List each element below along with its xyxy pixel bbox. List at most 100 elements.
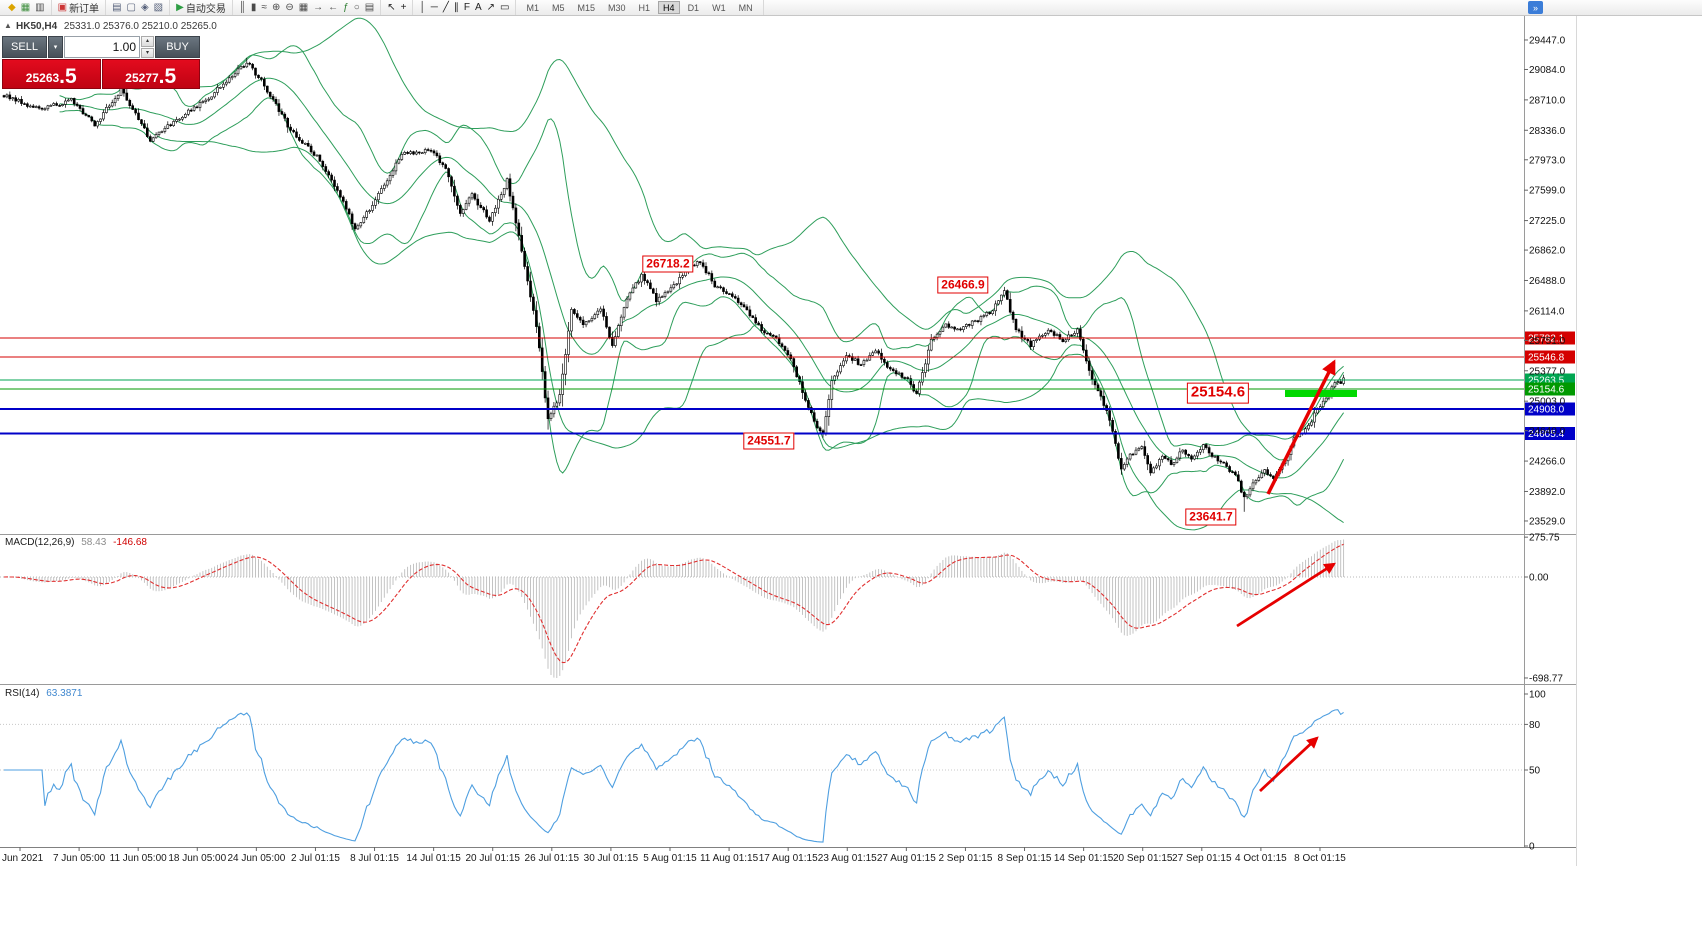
profiles-button[interactable]: ▥ bbox=[33, 1, 46, 15]
buy-price-main: 25277 bbox=[125, 71, 159, 86]
shapes-button[interactable]: ▭ bbox=[498, 1, 511, 15]
new-chart-icon: ▦ bbox=[20, 1, 31, 13]
profiles-icon: ▥ bbox=[35, 1, 45, 13]
timeframe-mn[interactable]: MN bbox=[738, 3, 753, 13]
text-icon: A bbox=[474, 1, 482, 13]
fibonacci-button[interactable]: F bbox=[462, 1, 472, 15]
periods-button[interactable]: ○ bbox=[352, 1, 362, 15]
toolbar-group: ▣ 新订单 bbox=[52, 0, 107, 16]
svg-text:27 Sep 01:15: 27 Sep 01:15 bbox=[1172, 853, 1232, 864]
auto-scroll-button[interactable]: → bbox=[311, 1, 325, 15]
timeframe-d1[interactable]: D1 bbox=[687, 3, 700, 13]
svg-text:0: 0 bbox=[1529, 842, 1535, 853]
vertical-line-button[interactable]: │ bbox=[417, 1, 427, 15]
sell-price-button[interactable]: 25263.5 bbox=[2, 59, 101, 89]
auto-trading-icon: ▶ bbox=[176, 1, 184, 13]
candlestick-chart-button[interactable]: ▮ bbox=[249, 1, 259, 15]
chart-title: HK50,H4 25331.0 25376.0 25210.0 25265.0 bbox=[16, 21, 217, 32]
volume-decrease-button[interactable]: ▾ bbox=[141, 47, 154, 58]
axis-price-tag bbox=[1525, 402, 1575, 416]
terminal-button[interactable]: ▧ bbox=[152, 1, 165, 15]
horizontal-line-icon: ─ bbox=[430, 1, 438, 13]
sell-button[interactable]: SELL bbox=[2, 36, 47, 58]
navigator-button[interactable]: ◈ bbox=[139, 1, 151, 15]
macd-signal-line bbox=[3, 543, 1344, 664]
zoom-in-button[interactable]: ⊕ bbox=[270, 1, 282, 15]
timeframe-h4[interactable]: H4 bbox=[658, 1, 680, 14]
svg-text:24640.0: 24640.0 bbox=[1529, 426, 1566, 437]
zoom-in-icon: ⊕ bbox=[271, 1, 281, 13]
bar-chart-button[interactable]: ║ bbox=[237, 1, 248, 15]
price-axis-labels: 29447.0 29084.0 28710.0 28336.0 27973.0 27599… bbox=[1524, 35, 1566, 527]
timeframe-m1[interactable]: M1 bbox=[526, 3, 539, 13]
timeframe-m5[interactable]: M5 bbox=[551, 3, 565, 13]
equidistant-channel-button[interactable]: ∥ bbox=[452, 1, 461, 15]
price-annotation-label: 24551.7 bbox=[743, 432, 795, 450]
cursor-button[interactable]: ↖ bbox=[385, 1, 397, 15]
svg-text:24 Jun 05:00: 24 Jun 05:00 bbox=[227, 853, 285, 864]
one-click-collapse-icon[interactable]: ▲ bbox=[4, 21, 12, 30]
crosshair-button[interactable]: + bbox=[399, 1, 409, 15]
toolbar-group: │ ─ ╱ ∥ F A ↗ ▭ bbox=[413, 0, 517, 15]
macd-indicator-label: MACD(12,26,9) 58.43 -146.68 bbox=[5, 537, 147, 548]
fibonacci-icon: F bbox=[463, 1, 470, 13]
svg-text:14 Sep 01:15: 14 Sep 01:15 bbox=[1054, 853, 1114, 864]
show-sidebar-button[interactable]: » bbox=[1528, 1, 1543, 14]
price-trend-arrow bbox=[1266, 359, 1336, 495]
tile-windows-button[interactable]: ▦ bbox=[297, 1, 310, 15]
trendline-button[interactable]: ╱ bbox=[441, 1, 451, 15]
bar-chart-icon: ║ bbox=[238, 1, 246, 13]
line-chart-button[interactable]: ≈ bbox=[259, 1, 269, 15]
new-order-button[interactable]: ▣ 新订单 bbox=[56, 1, 101, 16]
axis-price-tag bbox=[1525, 331, 1575, 345]
indicators-icon: ƒ bbox=[343, 1, 349, 13]
svg-text:27 Aug 01:15: 27 Aug 01:15 bbox=[877, 853, 936, 864]
timeframe-h1[interactable]: H1 bbox=[638, 3, 651, 13]
svg-text:18 Jun 05:00: 18 Jun 05:00 bbox=[168, 853, 226, 864]
svg-text:25154.6: 25154.6 bbox=[1528, 384, 1565, 395]
svg-text:5 Aug 01:15: 5 Aug 01:15 bbox=[643, 853, 697, 864]
market-watch-button[interactable]: ▤ bbox=[110, 1, 123, 15]
zoom-out-icon: ⊖ bbox=[285, 1, 294, 13]
buy-button[interactable]: BUY bbox=[155, 36, 200, 58]
toolbar-group: ◆ ▦ ▥ bbox=[2, 0, 52, 15]
timeframe-w1[interactable]: W1 bbox=[712, 3, 726, 13]
chart-shift-icon: ← bbox=[328, 1, 339, 13]
timeframe-m15[interactable]: M15 bbox=[577, 3, 596, 13]
order-options-dropdown[interactable]: ▾ bbox=[48, 36, 63, 58]
horizontal-line-button[interactable]: ─ bbox=[429, 1, 440, 15]
macd-trend-arrow bbox=[1236, 562, 1336, 628]
rsi-line bbox=[4, 709, 1344, 843]
svg-text:25546.8: 25546.8 bbox=[1528, 352, 1565, 363]
templates-button[interactable]: ▤ bbox=[363, 1, 376, 15]
svg-text:2 Jul 01:15: 2 Jul 01:15 bbox=[291, 853, 340, 864]
timeframe-m30[interactable]: M30 bbox=[608, 3, 626, 13]
volume-input[interactable] bbox=[64, 36, 140, 58]
new-chart-button[interactable]: ▦ bbox=[19, 1, 32, 15]
data-window-button[interactable]: ▢ bbox=[125, 1, 138, 15]
symbols-button[interactable]: ◆ bbox=[6, 1, 18, 15]
zoom-out-button[interactable]: ⊖ bbox=[283, 1, 295, 15]
svg-text:8 Sep 01:15: 8 Sep 01:15 bbox=[998, 853, 1052, 864]
buy-price-button[interactable]: 25277.5 bbox=[101, 59, 200, 89]
svg-text:26 Jul 01:15: 26 Jul 01:15 bbox=[525, 853, 580, 864]
indicators-button[interactable]: ƒ bbox=[341, 1, 351, 15]
timeframe-toolbar: M1 M5 M15 M30 H1 H4 D1 W1 MN bbox=[516, 0, 764, 15]
trade-prices-row: 25263.5 25277.5 bbox=[2, 59, 200, 89]
svg-text:24266.0: 24266.0 bbox=[1529, 457, 1566, 468]
arrows-tool-button[interactable]: ↗ bbox=[485, 1, 497, 15]
svg-text:Jun 2021: Jun 2021 bbox=[2, 853, 44, 864]
volume-increase-button[interactable]: ▴ bbox=[141, 36, 154, 47]
svg-text:30 Jul 01:15: 30 Jul 01:15 bbox=[584, 853, 639, 864]
svg-text:23892.0: 23892.0 bbox=[1529, 487, 1566, 498]
chart-shift-button[interactable]: ← bbox=[326, 1, 340, 15]
text-button[interactable]: A bbox=[473, 1, 484, 15]
auto-trading-button[interactable]: ▶ 自动交易 bbox=[174, 1, 228, 16]
macd-histogram bbox=[6, 539, 1345, 678]
auto-scroll-icon: → bbox=[313, 1, 324, 13]
trade-controls-row: SELL ▾ ▴ ▾ BUY bbox=[2, 36, 200, 58]
svg-text:2 Sep 01:15: 2 Sep 01:15 bbox=[938, 853, 992, 864]
svg-text:4 Oct 01:15: 4 Oct 01:15 bbox=[1235, 853, 1287, 864]
cursor-icon: ↖ bbox=[387, 1, 396, 13]
